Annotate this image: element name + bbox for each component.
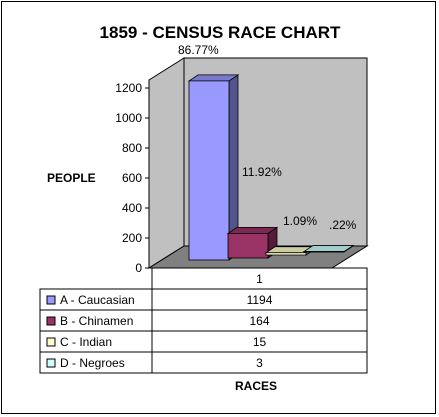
chart-title: 1859 - CENSUS RACE CHART bbox=[100, 23, 341, 42]
data-label: 11.92% bbox=[242, 165, 282, 179]
table-row: D - Negroes 3 bbox=[39, 351, 368, 374]
legend-swatch bbox=[46, 316, 56, 326]
y-tick-label: 1000 bbox=[115, 111, 142, 125]
y-tick-label: 1200 bbox=[115, 81, 142, 95]
table-row: B - Chinamen 164 bbox=[39, 309, 368, 332]
bar-d bbox=[302, 244, 355, 253]
legend-swatch bbox=[46, 295, 56, 305]
y-tick-label: 800 bbox=[122, 141, 142, 155]
data-label: 1.09% bbox=[283, 214, 317, 228]
data-table: 1 A - Caucasian 1194 B - Chinamen 164 C - Ind… bbox=[39, 267, 368, 374]
legend-entry: A - Caucasian bbox=[60, 293, 135, 307]
bar-top bbox=[302, 245, 355, 252]
legend-swatch bbox=[46, 337, 56, 347]
bar-top bbox=[226, 226, 279, 234]
category-label: 1 bbox=[256, 272, 263, 286]
y-tick-label: 600 bbox=[122, 171, 142, 185]
bar-front bbox=[227, 232, 269, 259]
y-axis-title: PEOPLE bbox=[47, 171, 96, 185]
table-value: 3 bbox=[256, 356, 263, 370]
table-row: A - Caucasian 1194 bbox=[39, 288, 368, 311]
data-label: 86.77% bbox=[178, 43, 219, 57]
plot-area: 0 200 400 600 800 1000 1200 86.77% 11.92% 1.09% .2… bbox=[115, 43, 369, 275]
legend-entry: B - Chinamen bbox=[60, 314, 133, 328]
table-row: C - Indian 15 bbox=[39, 330, 368, 353]
data-label: .22% bbox=[329, 218, 357, 232]
y-tick-label: 400 bbox=[122, 201, 142, 215]
legend-swatch bbox=[46, 358, 56, 368]
y-tick-label: 0 bbox=[135, 261, 142, 275]
bar-front bbox=[303, 251, 345, 253]
bar-front bbox=[188, 80, 230, 261]
table-value: 164 bbox=[249, 314, 269, 328]
bar-c bbox=[264, 246, 317, 256]
x-axis-title: RACES bbox=[235, 379, 277, 393]
table-value: 1194 bbox=[247, 293, 273, 307]
table-value: 15 bbox=[253, 335, 267, 349]
value-cell bbox=[151, 351, 368, 374]
bar-front bbox=[265, 252, 307, 256]
y-tick-label: 200 bbox=[122, 231, 142, 245]
bar-top bbox=[187, 74, 240, 82]
legend-entry: C - Indian bbox=[60, 335, 112, 349]
left-wall bbox=[148, 57, 185, 269]
legend-entry: D - Negroes bbox=[60, 356, 125, 370]
bar-a bbox=[187, 74, 240, 261]
